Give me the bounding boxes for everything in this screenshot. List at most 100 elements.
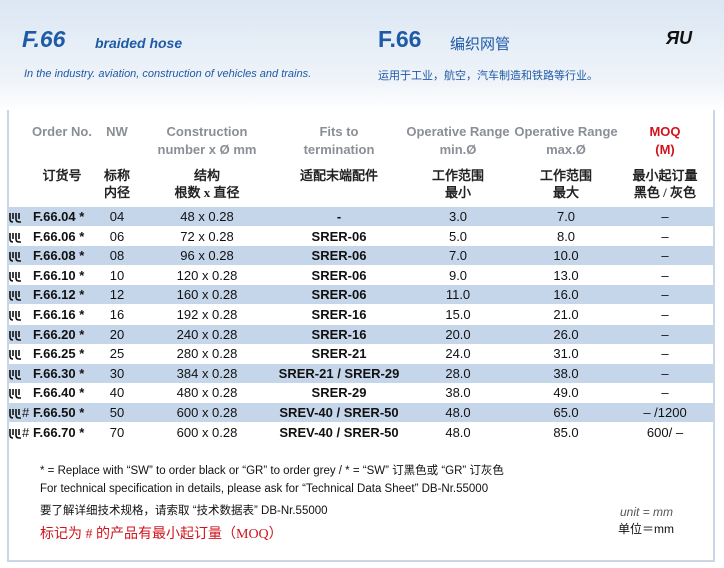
ul-icon xyxy=(9,407,23,427)
ul-icon xyxy=(9,348,23,368)
cell-construction: 600 x 0.28 xyxy=(176,424,238,440)
header-line: Order No. xyxy=(32,124,92,139)
cell-min: 5.0 xyxy=(448,228,468,244)
cell-construction: 600 x 0.28 xyxy=(176,405,238,420)
header-line: Construction xyxy=(166,124,248,139)
cell-fits: SRER-06 xyxy=(311,267,367,283)
cell-construction: 280 x 0.28 xyxy=(176,346,238,362)
order-no: F.66.25 * xyxy=(33,346,85,362)
footnote: * = Replace with “SW” to order black or … xyxy=(40,465,504,477)
cell-construction: 72 x 0.28 xyxy=(180,228,234,244)
order-no: F.66.20 * xyxy=(33,326,85,342)
cell-max: 16.0 xyxy=(553,287,579,303)
cell-nw: 12 xyxy=(109,287,125,303)
table-row: F.66.40 * 40 480 x 0.28 SRER-29 38.0 49.0 – xyxy=(9,383,713,402)
header-band xyxy=(0,0,724,112)
header-line: Operative Range xyxy=(514,124,618,139)
cell-fits: SRER-21 xyxy=(311,346,367,362)
ul-icon xyxy=(9,211,23,231)
order-no: F.66.40 * xyxy=(33,385,85,401)
subtitle-en: In the industry. aviation, construction … xyxy=(24,68,312,80)
header-line: number x Ø mm xyxy=(157,142,257,157)
cell-fits: SRER-16 xyxy=(311,307,367,322)
header-line: 结构 xyxy=(193,168,221,183)
table-frame xyxy=(7,110,715,562)
ul-icon xyxy=(9,270,23,290)
header-line: 最小起订量 xyxy=(632,168,698,183)
cell-fits: - xyxy=(336,209,342,224)
cell-moq: – xyxy=(661,346,669,362)
cell-fits: SRER-06 xyxy=(311,228,367,244)
cell-nw: 04 xyxy=(109,209,125,224)
order-no: F.66.70 * xyxy=(33,424,85,440)
order-no: F.66.08 * xyxy=(33,248,85,264)
cell-fits: SRER-29 xyxy=(311,385,367,401)
cell-moq: – xyxy=(661,385,669,401)
cell-min: 15.0 xyxy=(445,307,471,322)
cell-construction: 384 x 0.28 xyxy=(176,365,238,381)
cell-moq: – xyxy=(661,326,669,342)
header-line: Fits to xyxy=(319,124,359,139)
cell-max: 21.0 xyxy=(553,307,579,322)
ul-icon xyxy=(9,387,23,407)
subtitle-cn: 运用于工业，航空，汽车制造和铁路等行业。 xyxy=(378,70,598,82)
cell-max: 49.0 xyxy=(553,385,579,401)
cell-construction: 48 x 0.28 xyxy=(180,209,234,224)
cell-min: 7.0 xyxy=(448,248,468,264)
cell-moq: – /1200 xyxy=(643,405,687,420)
header-line: 工作范围 xyxy=(431,168,485,183)
order-no: F.66.50 * xyxy=(33,405,85,420)
cell-nw: 06 xyxy=(109,228,125,244)
cell-moq: – xyxy=(661,365,669,381)
header-line: 适配末端配件 xyxy=(299,168,379,183)
order-no: F.66.16 * xyxy=(33,307,85,322)
cell-max: 85.0 xyxy=(553,424,579,440)
cell-construction: 192 x 0.28 xyxy=(176,307,238,322)
ul-icon xyxy=(9,231,23,251)
table-row: F.66.10 * 10 120 x 0.28 SRER-06 9.0 13.0 – xyxy=(9,266,713,285)
header-line: MOQ xyxy=(649,124,681,139)
column-header-en: Order No. xyxy=(32,123,92,141)
cell-nw: 20 xyxy=(109,326,125,342)
header-line: 根数 x 直径 xyxy=(174,185,240,200)
cell-min: 48.0 xyxy=(445,405,471,420)
header-line: 内径 xyxy=(103,185,131,200)
cell-nw: 08 xyxy=(109,248,125,264)
column-header-cn: 订货号 xyxy=(42,167,81,184)
footnote: 要了解详细技术规格，请索取 “技术数据表” DB-Nr.55000 xyxy=(40,505,328,517)
column-header-en: Operative Range min.Ø xyxy=(406,123,509,159)
product-code-cn: F.66 xyxy=(378,26,422,52)
cell-construction: 160 x 0.28 xyxy=(176,287,238,303)
cell-fits: SREV-40 / SRER-50 xyxy=(279,405,399,420)
cell-fits: SRER-21 / SRER-29 xyxy=(278,365,400,381)
cell-nw: 30 xyxy=(109,365,125,381)
cell-moq: – xyxy=(661,209,669,224)
header-line: 黑色 / 灰色 xyxy=(633,185,697,200)
footnote: For technical specification in details, … xyxy=(40,483,489,495)
cell-max: 31.0 xyxy=(553,346,579,362)
cell-nw: 40 xyxy=(109,385,125,401)
cell-moq: – xyxy=(661,267,669,283)
cell-max: 8.0 xyxy=(556,228,576,244)
cell-nw: 16 xyxy=(109,307,125,322)
ul-icon xyxy=(9,289,23,309)
header-line: 最小 xyxy=(444,185,472,200)
cell-nw: 50 xyxy=(109,405,125,420)
ul-logo: ЯU xyxy=(665,28,693,48)
ul-icon xyxy=(9,250,23,270)
cell-nw: 70 xyxy=(109,424,125,440)
header-line: termination xyxy=(303,142,375,157)
column-header-cn: 最小起订量黑色 / 灰色 xyxy=(632,167,697,201)
cell-min: 11.0 xyxy=(445,287,471,303)
moq-note: 标记为 # 的产品有最小起订量（MOQ） xyxy=(40,527,283,542)
order-no: F.66.06 * xyxy=(33,228,85,244)
table-row: F.66.08 * 08 96 x 0.28 SRER-06 7.0 10.0 – xyxy=(9,246,713,266)
cell-nw: 10 xyxy=(109,267,125,283)
header-line: (M) xyxy=(655,142,675,157)
ul-icon xyxy=(9,329,23,349)
column-header-en: MOQ (M) xyxy=(649,123,680,159)
header-line: 订货号 xyxy=(42,168,82,183)
cell-moq: – xyxy=(661,248,669,264)
column-header-en: Construction number x Ø mm xyxy=(158,123,257,159)
